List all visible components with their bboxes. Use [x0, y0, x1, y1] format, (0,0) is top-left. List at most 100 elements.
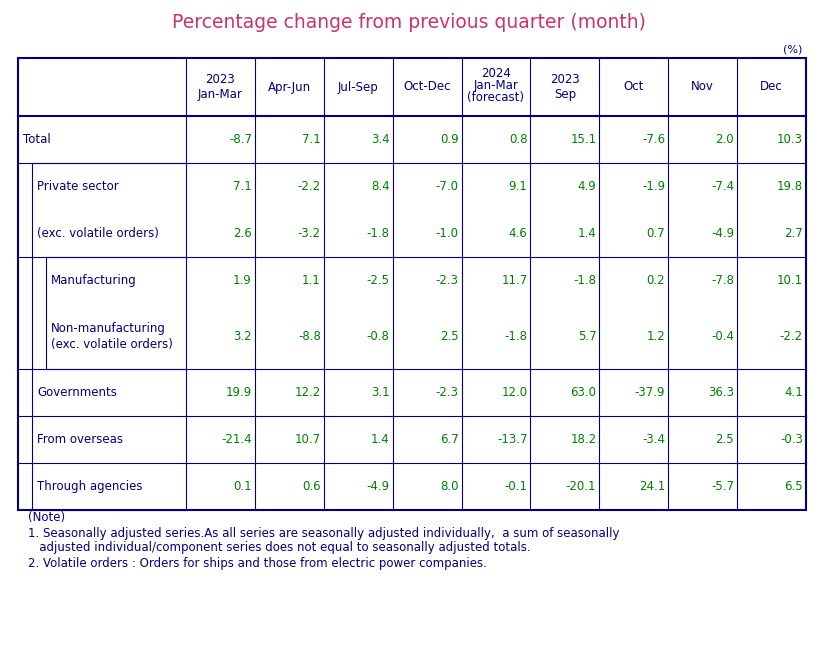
Text: 0.8: 0.8	[509, 133, 528, 146]
Text: Non-manufacturing: Non-manufacturing	[51, 322, 166, 335]
Text: 7.1: 7.1	[233, 180, 252, 193]
Text: -2.3: -2.3	[435, 274, 459, 288]
Text: -7.6: -7.6	[642, 133, 665, 146]
Bar	[18, 58, 806, 510]
Text: Jul-Sep: Jul-Sep	[338, 80, 379, 93]
Text: 0.9: 0.9	[440, 133, 459, 146]
Text: -1.8: -1.8	[366, 227, 389, 240]
Text: Oct-Dec: Oct-Dec	[403, 80, 451, 93]
Text: -3.2: -3.2	[298, 227, 321, 240]
Text: 8.0: 8.0	[440, 480, 459, 493]
Text: -2.2: -2.2	[780, 330, 803, 343]
Text: Nov: Nov	[691, 80, 714, 93]
Text: 6.7: 6.7	[440, 433, 459, 446]
Text: Sep: Sep	[554, 88, 576, 101]
Text: Apr-Jun: Apr-Jun	[267, 80, 311, 93]
Text: -3.4: -3.4	[642, 433, 665, 446]
Text: (Note): (Note)	[28, 511, 65, 524]
Text: Total: Total	[23, 133, 51, 146]
Text: 2023: 2023	[550, 73, 580, 86]
Text: -13.7: -13.7	[497, 433, 528, 446]
Text: -37.9: -37.9	[635, 386, 665, 399]
Text: 1. Seasonally adjusted series.As all series are seasonally adjusted individually: 1. Seasonally adjusted series.As all ser…	[28, 526, 619, 540]
Text: Through agencies: Through agencies	[37, 480, 142, 493]
Text: -2.3: -2.3	[435, 386, 459, 399]
Text: 19.9: 19.9	[226, 386, 252, 399]
Text: Manufacturing: Manufacturing	[51, 274, 137, 288]
Text: -0.3: -0.3	[780, 433, 803, 446]
Text: (exc. volatile orders): (exc. volatile orders)	[37, 227, 159, 240]
Text: Dec: Dec	[760, 80, 783, 93]
Text: -1.9: -1.9	[642, 180, 665, 193]
Text: 4.6: 4.6	[509, 227, 528, 240]
Text: 2. Volatile orders : Orders for ships and those from electric power companies.: 2. Volatile orders : Orders for ships an…	[28, 557, 487, 570]
Text: 2.5: 2.5	[440, 330, 459, 343]
Text: -2.2: -2.2	[298, 180, 321, 193]
Text: 6.5: 6.5	[784, 480, 803, 493]
Text: 2.0: 2.0	[716, 133, 734, 146]
Text: From overseas: From overseas	[37, 433, 123, 446]
Text: Jan-Mar: Jan-Mar	[474, 79, 519, 92]
Text: 18.2: 18.2	[570, 433, 596, 446]
Text: 2024: 2024	[481, 67, 511, 80]
Text: 12.0: 12.0	[501, 386, 528, 399]
Text: 1.1: 1.1	[302, 274, 321, 288]
Text: 19.8: 19.8	[777, 180, 803, 193]
Text: -4.9: -4.9	[366, 480, 389, 493]
Text: (forecast): (forecast)	[468, 91, 524, 104]
Text: 63.0: 63.0	[570, 386, 596, 399]
Text: -2.5: -2.5	[366, 274, 389, 288]
Text: 7.1: 7.1	[302, 133, 321, 146]
Text: 3.4: 3.4	[371, 133, 389, 146]
Text: 0.2: 0.2	[646, 274, 665, 288]
Text: 15.1: 15.1	[570, 133, 596, 146]
Text: 12.2: 12.2	[294, 386, 321, 399]
Text: 3.1: 3.1	[371, 386, 389, 399]
Text: 11.7: 11.7	[501, 274, 528, 288]
Text: adjusted individual/component series does not equal to seasonally adjusted total: adjusted individual/component series doe…	[28, 542, 531, 555]
Text: 4.9: 4.9	[578, 180, 596, 193]
Text: -0.8: -0.8	[366, 330, 389, 343]
Text: 10.1: 10.1	[777, 274, 803, 288]
Text: 0.1: 0.1	[233, 480, 252, 493]
Text: -8.7: -8.7	[229, 133, 252, 146]
Text: 9.1: 9.1	[509, 180, 528, 193]
Text: 1.4: 1.4	[578, 227, 596, 240]
Text: 2.5: 2.5	[716, 433, 734, 446]
Text: 1.4: 1.4	[371, 433, 389, 446]
Text: -20.1: -20.1	[566, 480, 596, 493]
Text: 2023: 2023	[205, 73, 236, 86]
Text: -4.9: -4.9	[711, 227, 734, 240]
Text: Oct: Oct	[623, 80, 644, 93]
Text: 0.7: 0.7	[646, 227, 665, 240]
Text: (exc. volatile orders): (exc. volatile orders)	[51, 338, 173, 351]
Text: 24.1: 24.1	[639, 480, 665, 493]
Text: 2.6: 2.6	[233, 227, 252, 240]
Text: Governments: Governments	[37, 386, 117, 399]
Text: 2.7: 2.7	[784, 227, 803, 240]
Text: 1.9: 1.9	[233, 274, 252, 288]
Text: -1.8: -1.8	[505, 330, 528, 343]
Text: -7.4: -7.4	[711, 180, 734, 193]
Text: 8.4: 8.4	[371, 180, 389, 193]
Text: -21.4: -21.4	[221, 433, 252, 446]
Text: 5.7: 5.7	[578, 330, 596, 343]
Text: -8.8: -8.8	[298, 330, 321, 343]
Text: Percentage change from previous quarter (month): Percentage change from previous quarter …	[172, 14, 646, 32]
Text: (%): (%)	[783, 45, 802, 55]
Text: 0.6: 0.6	[302, 480, 321, 493]
Text: 10.3: 10.3	[777, 133, 803, 146]
Text: 36.3: 36.3	[708, 386, 734, 399]
Text: -1.0: -1.0	[435, 227, 459, 240]
Text: Jan-Mar: Jan-Mar	[198, 88, 243, 101]
Text: 1.2: 1.2	[646, 330, 665, 343]
Text: -0.1: -0.1	[505, 480, 528, 493]
Text: 4.1: 4.1	[784, 386, 803, 399]
Text: -1.8: -1.8	[573, 274, 596, 288]
Text: Private sector: Private sector	[37, 180, 119, 193]
Text: 3.2: 3.2	[233, 330, 252, 343]
Text: -7.8: -7.8	[711, 274, 734, 288]
Text: -5.7: -5.7	[711, 480, 734, 493]
Text: -7.0: -7.0	[435, 180, 459, 193]
Text: -0.4: -0.4	[711, 330, 734, 343]
